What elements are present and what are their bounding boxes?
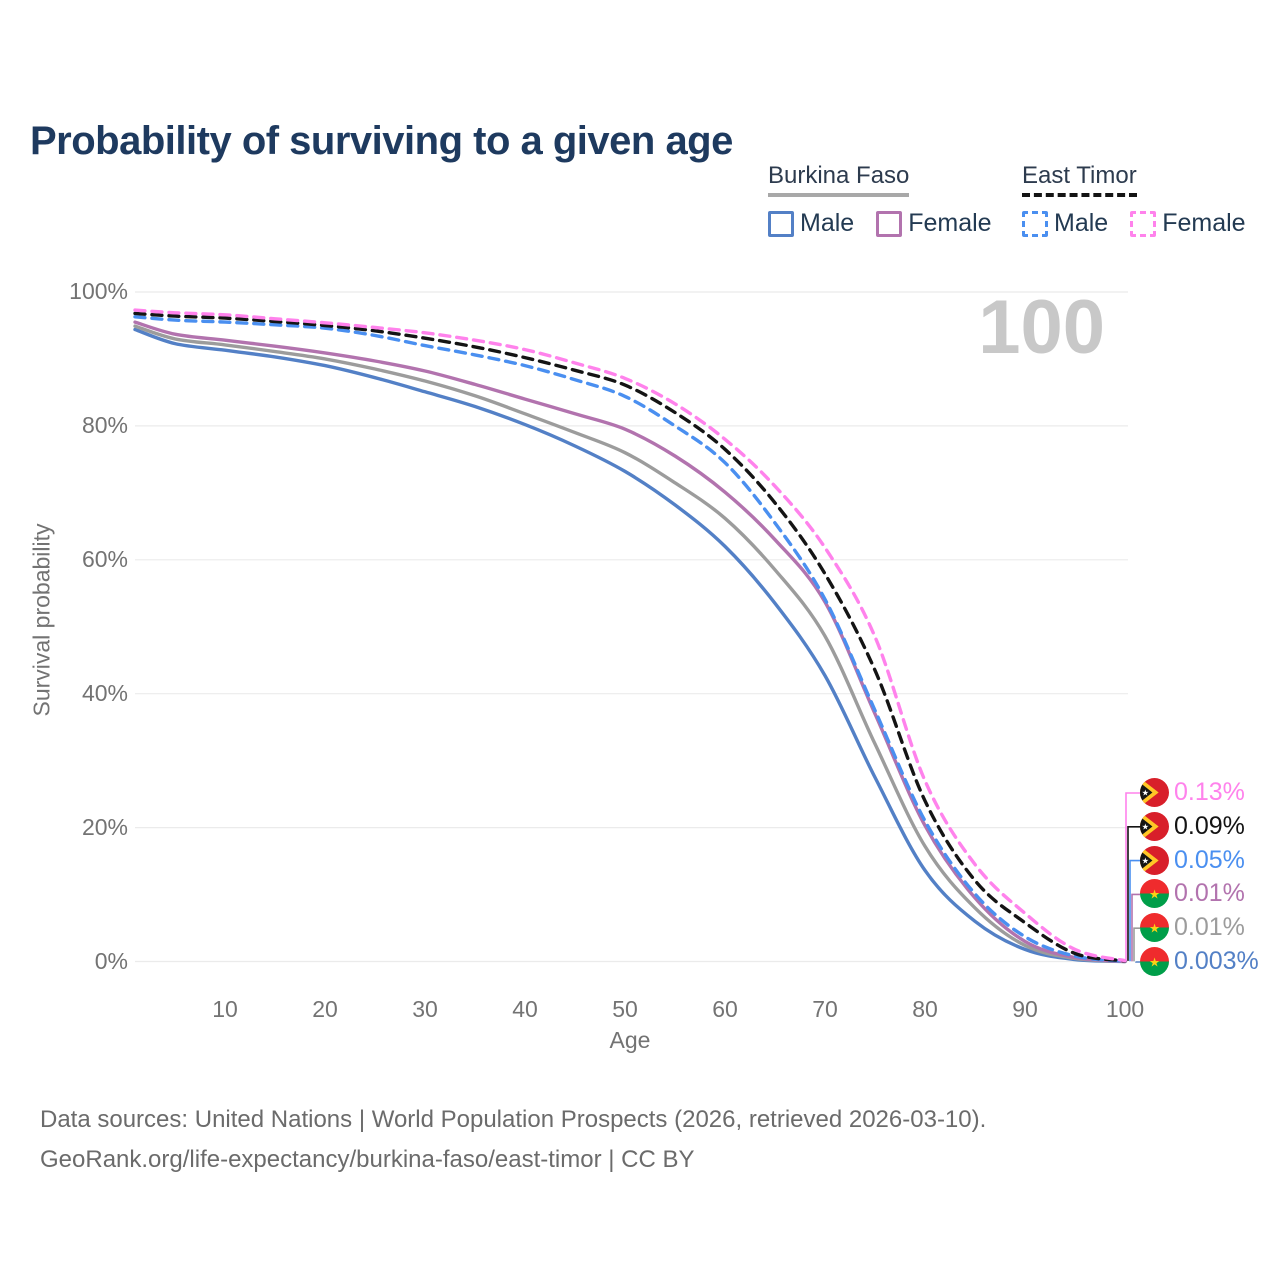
end-value-label: 0.003% (1174, 947, 1259, 975)
legend-label-female: Female (1162, 209, 1246, 237)
x-tick-label: 80 (912, 996, 938, 1022)
x-tick-label: 40 (512, 996, 538, 1022)
legend-label-female: Female (908, 209, 992, 237)
line-east-timor-female (133, 308, 1127, 963)
end-label-burkina-faso-male[interactable]: 0.003% (1140, 947, 1259, 976)
east-timor-flag-icon (1140, 778, 1169, 807)
end-value-label: 0.09% (1174, 811, 1245, 840)
connector-east-timor-both-sexes (1127, 826, 1140, 961)
end-value-label: 0.13% (1174, 778, 1245, 806)
legend-item-east-timor-male[interactable]: Male (1022, 209, 1108, 238)
legend-country-east-timor: East Timor (1022, 162, 1137, 197)
y-tick-label: 80% (81, 411, 128, 438)
legend-item-east-timor-female[interactable]: Female (1130, 209, 1246, 238)
end-label-east-timor-both-sexes[interactable]: 0.09% (1140, 811, 1245, 841)
x-tick-label: 50 (612, 996, 638, 1022)
legend-country-burkina-faso: Burkina Faso (768, 162, 910, 197)
line-east-timor-both-sexes (133, 311, 1127, 963)
x-tick-label: 70 (812, 996, 838, 1022)
age-counter-watermark: 100 (978, 285, 1105, 370)
legend-swatch-icon (1022, 210, 1048, 237)
x-tick-label: 60 (712, 996, 738, 1022)
y-tick-label: 40% (81, 679, 128, 706)
burkina-faso-flag-icon (1140, 947, 1169, 976)
line-east-timor-male (133, 315, 1127, 963)
east-timor-flag-icon (1140, 846, 1169, 875)
burkina-faso-flag-icon (1140, 913, 1169, 942)
end-value-label: 0.01% (1174, 913, 1245, 942)
end-label-burkina-faso-both-sexes[interactable]: 0.01% (1140, 913, 1245, 942)
x-tick-label: 90 (1012, 996, 1038, 1022)
y-tick-label: 60% (81, 545, 128, 572)
line-burkina-faso-male (133, 327, 1127, 964)
legend-swatch-icon (876, 210, 903, 237)
y-tick-label: 20% (81, 813, 128, 840)
connector-burkina-faso-female (1131, 893, 1140, 962)
end-value-label: 0.01% (1174, 879, 1245, 908)
legend-label-male: Male (1054, 209, 1109, 237)
legend-label-male: Male (800, 209, 855, 237)
y-axis-title: Survival probability (28, 523, 55, 717)
x-tick-label: 100 (1105, 996, 1145, 1022)
x-tick-label: 20 (312, 996, 338, 1022)
footer-url: GeoRank.org/life-expectancy/burkina-faso… (40, 1146, 695, 1173)
legend-group-east-timor: East Timor Male Female (1022, 162, 1246, 238)
x-tick-label: 30 (412, 996, 438, 1022)
y-tick-label: 100% (69, 278, 128, 304)
line-burkina-faso-female (133, 320, 1127, 964)
end-label-burkina-faso-female[interactable]: 0.01% (1140, 879, 1245, 908)
x-tick-label: 10 (212, 996, 238, 1022)
legend-group-burkina-faso: Burkina Faso Male Female (768, 162, 992, 238)
footer: Data sources: United Nations | World Pop… (40, 1100, 986, 1180)
east-timor-flag-icon (1140, 812, 1169, 841)
legend-swatch-icon (1130, 210, 1157, 237)
connector-east-timor-female (1125, 792, 1140, 961)
y-tick-label: 0% (94, 947, 128, 974)
burkina-faso-flag-icon (1140, 879, 1169, 908)
connector-east-timor-male (1129, 859, 1140, 962)
legend-item-burkina-faso-male[interactable]: Male (768, 209, 854, 238)
end-label-east-timor-male[interactable]: 0.05% (1140, 845, 1245, 875)
page-title: Probability of surviving to a given age (30, 118, 733, 163)
legend-swatch-icon (768, 210, 794, 237)
end-label-east-timor-female[interactable]: 0.13% (1140, 778, 1245, 807)
end-value-label: 0.05% (1174, 845, 1245, 874)
footer-data-sources: Data sources: United Nations | World Pop… (40, 1106, 987, 1133)
legend-item-burkina-faso-female[interactable]: Female (876, 209, 992, 238)
line-burkina-faso-both-sexes (133, 324, 1127, 964)
x-axis-title: Age (609, 1027, 651, 1053)
